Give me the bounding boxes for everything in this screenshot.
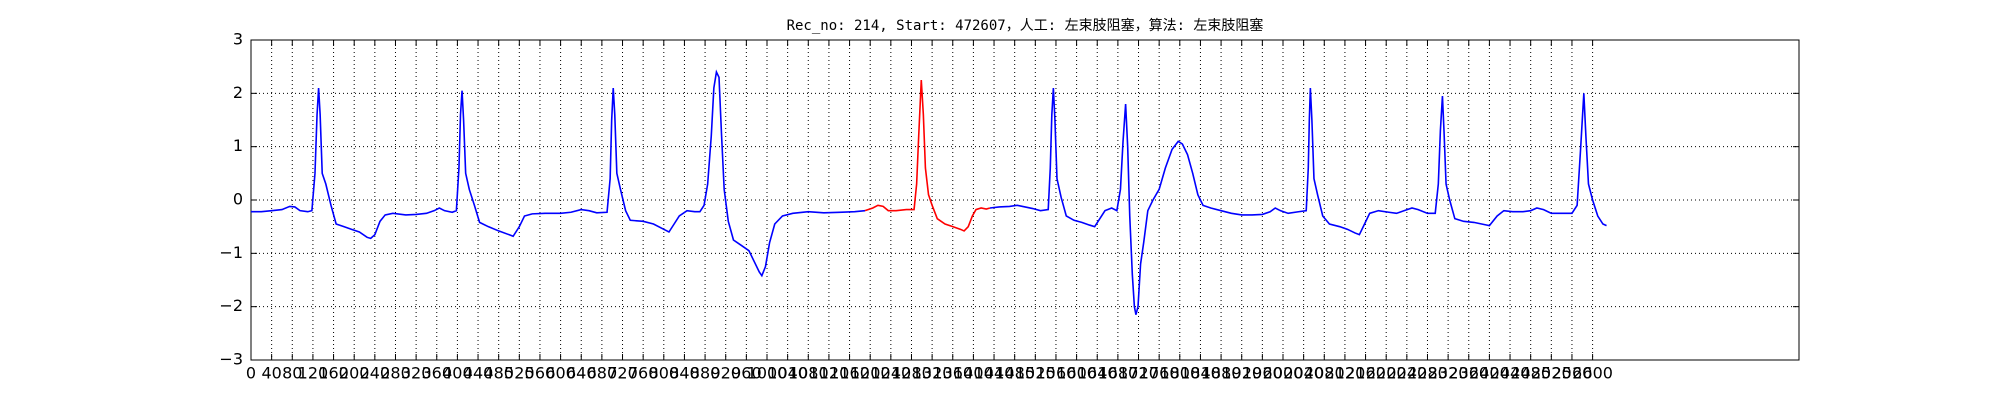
x-tick-label: 1520 [1015,364,1056,383]
x-tick-label: 360 [421,364,452,383]
x-tick-label: 2400 [1469,364,1510,383]
x-tick-label: 680 [587,364,618,383]
y-tick-label: 0 [233,190,243,209]
x-tick-label: 600 [545,364,576,383]
x-tick-label: 1760 [1139,364,1180,383]
x-tick-label: 640 [566,364,597,383]
y-tick-label: 1 [233,136,243,155]
x-tick-label: 1360 [932,364,973,383]
x-tick-label: 1120 [809,364,850,383]
x-tick-label: 2600 [1572,364,1613,383]
x-tick-label: 120 [298,364,329,383]
x-tick-label: 2280 [1407,364,1448,383]
x-tick-label: 280 [380,364,411,383]
x-tick-label: 2320 [1428,364,1469,383]
x-tick-label: 1080 [788,364,829,383]
x-tick-label: 1560 [1036,364,1077,383]
x-tick-label: 0 [246,364,256,383]
x-tick-label: 520 [504,364,535,383]
x-tick-label: 2160 [1345,364,1386,383]
x-tick-label: 80 [282,364,302,383]
x-tick-label: 200 [339,364,370,383]
x-tick-label: 1040 [767,364,808,383]
x-tick-label: 1400 [953,364,994,383]
y-tick-label: −2 [219,296,243,315]
x-tick-label: 1720 [1118,364,1159,383]
x-tick-label: 960 [731,364,762,383]
x-tick-label: 840 [669,364,700,383]
plot-frame [250,39,1800,361]
y-tick-label: −3 [219,350,243,369]
x-tick-label: 760 [628,364,659,383]
x-tick-label: 1960 [1242,364,1283,383]
x-tick-label: 560 [525,364,556,383]
x-tick-label: 40 [261,364,281,383]
x-tick-label: 800 [649,364,680,383]
x-tick-label: 1200 [850,364,891,383]
x-tick-label: 1160 [829,364,870,383]
x-tick-label: 1640 [1077,364,1118,383]
y-tick-label: 2 [233,83,243,102]
x-tick-label: 2240 [1386,364,1427,383]
x-tick-label: 1480 [994,364,1035,383]
x-tick-label: 1680 [1098,364,1139,383]
x-tick-label: 440 [463,364,494,383]
x-tick-label: 2480 [1510,364,1551,383]
x-tick-label: 720 [607,364,638,383]
x-tick-label: 240 [360,364,391,383]
x-tick-label: 1280 [891,364,932,383]
x-tick-label: 920 [710,364,741,383]
ecg-line [864,79,991,232]
x-tick-label: 880 [690,364,721,383]
x-tick-label: 2200 [1366,364,1407,383]
x-tick-label: 2080 [1304,364,1345,383]
x-tick-label: 480 [483,364,514,383]
x-tick-label: 1800 [1159,364,1200,383]
x-tick-label: 2560 [1552,364,1593,383]
y-tick-label: −1 [219,243,243,262]
x-tick-label: 2120 [1325,364,1366,383]
y-tick-label: 3 [233,30,243,49]
x-tick-label: 1880 [1201,364,1242,383]
x-tick-label: 2360 [1448,364,1489,383]
x-tick-label: 2000 [1263,364,1304,383]
x-tick-label: 2040 [1283,364,1324,383]
x-tick-label: 2440 [1490,364,1531,383]
x-tick-label: 1320 [912,364,953,383]
x-tick-label: 1600 [1056,364,1097,383]
x-tick-label: 2520 [1531,364,1572,383]
x-tick-label: 400 [442,364,473,383]
x-tick-label: 320 [401,364,432,383]
x-tick-label: 1000 [747,364,788,383]
chart-title: Rec_no: 214, Start: 472607，人工: 左束肢阻塞，算法:… [787,17,1264,34]
x-tick-label: 1840 [1180,364,1221,383]
ecg-line [251,69,1607,315]
x-tick-label: 1920 [1221,364,1262,383]
x-tick-label: 160 [318,364,349,383]
x-tick-label: 1240 [870,364,911,383]
x-tick-label: 1440 [974,364,1015,383]
